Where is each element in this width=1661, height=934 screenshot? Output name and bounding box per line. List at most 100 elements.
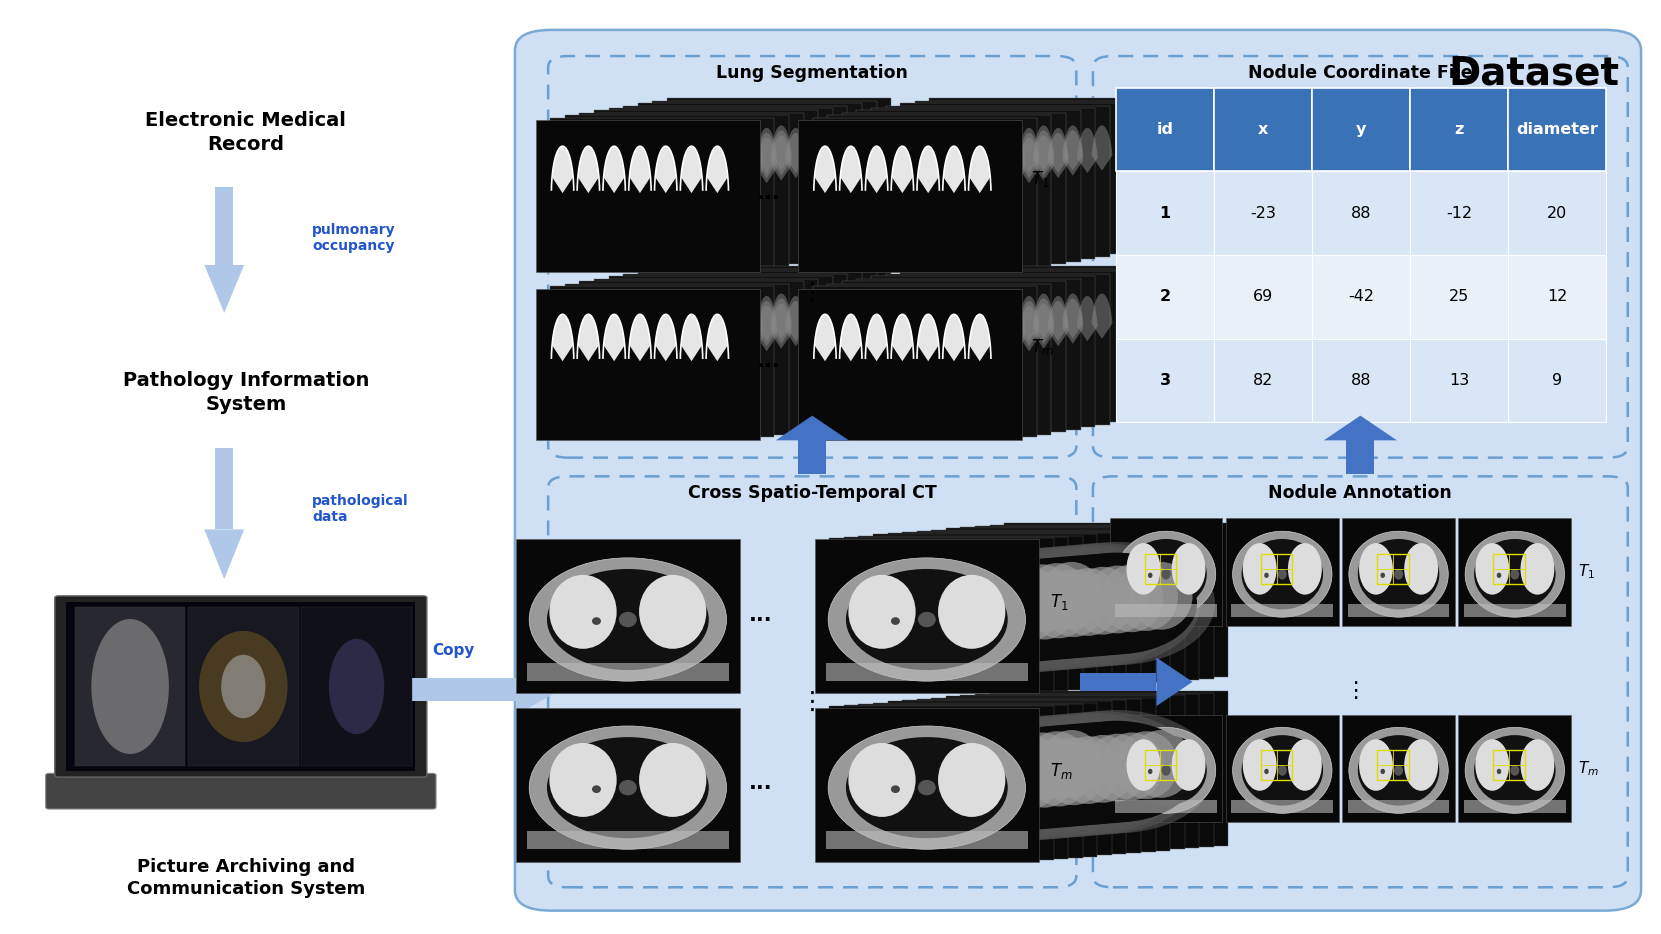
Ellipse shape bbox=[945, 716, 1143, 840]
Polygon shape bbox=[596, 308, 616, 354]
Text: $T_1$: $T_1$ bbox=[1050, 592, 1068, 613]
Polygon shape bbox=[713, 125, 734, 171]
Polygon shape bbox=[683, 308, 704, 354]
Ellipse shape bbox=[1359, 543, 1394, 595]
Bar bbox=[608, 276, 832, 428]
Ellipse shape bbox=[919, 562, 1080, 664]
Polygon shape bbox=[654, 135, 674, 180]
Bar bbox=[188, 607, 299, 766]
Polygon shape bbox=[669, 301, 689, 347]
Bar bbox=[1214, 88, 1312, 172]
Polygon shape bbox=[1048, 296, 1068, 341]
Polygon shape bbox=[902, 137, 924, 183]
Polygon shape bbox=[932, 137, 952, 183]
Ellipse shape bbox=[1056, 736, 1120, 804]
Polygon shape bbox=[1003, 293, 1025, 339]
Ellipse shape bbox=[1357, 735, 1440, 806]
Polygon shape bbox=[1048, 133, 1068, 178]
Bar bbox=[1116, 171, 1214, 255]
Text: ...: ... bbox=[749, 772, 772, 793]
Bar bbox=[1110, 715, 1222, 822]
Bar bbox=[874, 534, 1098, 688]
Ellipse shape bbox=[1129, 562, 1193, 630]
Text: 3: 3 bbox=[1159, 373, 1171, 388]
Polygon shape bbox=[771, 125, 792, 171]
Ellipse shape bbox=[1277, 569, 1287, 580]
Polygon shape bbox=[1018, 137, 1040, 183]
Bar bbox=[515, 708, 741, 861]
Text: 12: 12 bbox=[1546, 290, 1568, 304]
Ellipse shape bbox=[1357, 539, 1440, 610]
Ellipse shape bbox=[1013, 572, 1076, 640]
Bar bbox=[1214, 171, 1312, 255]
Bar bbox=[216, 448, 233, 530]
Bar bbox=[1226, 518, 1339, 626]
Ellipse shape bbox=[1124, 735, 1208, 806]
Ellipse shape bbox=[894, 743, 957, 810]
Ellipse shape bbox=[983, 743, 1046, 810]
Bar bbox=[915, 101, 1139, 252]
Bar bbox=[902, 532, 1126, 686]
Polygon shape bbox=[683, 298, 704, 344]
Ellipse shape bbox=[955, 744, 1018, 813]
Polygon shape bbox=[204, 530, 244, 579]
Polygon shape bbox=[741, 293, 762, 339]
Polygon shape bbox=[990, 301, 1010, 347]
Ellipse shape bbox=[1349, 531, 1448, 617]
Polygon shape bbox=[713, 308, 734, 354]
Polygon shape bbox=[756, 128, 777, 173]
Ellipse shape bbox=[887, 553, 1083, 676]
Ellipse shape bbox=[983, 574, 1046, 642]
Polygon shape bbox=[990, 311, 1010, 356]
Polygon shape bbox=[917, 130, 937, 176]
Bar bbox=[928, 266, 1153, 417]
Polygon shape bbox=[610, 311, 631, 356]
Polygon shape bbox=[654, 308, 674, 354]
Polygon shape bbox=[844, 311, 865, 356]
Text: $T_m$: $T_m$ bbox=[1050, 761, 1073, 782]
Ellipse shape bbox=[988, 713, 1186, 836]
Bar bbox=[595, 278, 819, 430]
Polygon shape bbox=[517, 663, 561, 715]
Polygon shape bbox=[786, 128, 806, 173]
Polygon shape bbox=[1018, 133, 1040, 178]
Polygon shape bbox=[1033, 293, 1055, 339]
Bar bbox=[75, 607, 186, 766]
Bar bbox=[887, 533, 1111, 687]
Ellipse shape bbox=[909, 741, 972, 809]
Text: 88: 88 bbox=[1350, 373, 1372, 388]
Ellipse shape bbox=[977, 726, 1139, 828]
Polygon shape bbox=[859, 308, 879, 354]
Ellipse shape bbox=[829, 726, 1025, 849]
Bar bbox=[870, 276, 1095, 428]
Ellipse shape bbox=[1115, 731, 1178, 800]
Text: Lung Segmentation: Lung Segmentation bbox=[716, 64, 909, 82]
Text: Dataset: Dataset bbox=[1448, 54, 1619, 92]
Polygon shape bbox=[669, 133, 689, 178]
Ellipse shape bbox=[1264, 573, 1269, 578]
Polygon shape bbox=[917, 308, 937, 354]
Polygon shape bbox=[654, 298, 674, 344]
Polygon shape bbox=[566, 145, 588, 191]
Text: Pathology Information
System: Pathology Information System bbox=[123, 371, 369, 414]
Text: pulmonary
occupancy: pulmonary occupancy bbox=[312, 223, 395, 253]
Polygon shape bbox=[917, 304, 937, 348]
Ellipse shape bbox=[967, 736, 1030, 804]
Ellipse shape bbox=[982, 735, 1045, 802]
Polygon shape bbox=[917, 298, 937, 344]
Bar bbox=[1231, 800, 1334, 814]
Bar bbox=[887, 701, 1111, 856]
Text: 13: 13 bbox=[1448, 373, 1470, 388]
Text: Electronic Medical
Record: Electronic Medical Record bbox=[146, 111, 345, 154]
Polygon shape bbox=[801, 298, 821, 344]
Polygon shape bbox=[960, 133, 982, 178]
Polygon shape bbox=[943, 147, 965, 193]
Polygon shape bbox=[683, 313, 704, 359]
Ellipse shape bbox=[1171, 543, 1206, 595]
Bar bbox=[900, 103, 1124, 254]
Bar bbox=[1377, 554, 1409, 584]
Polygon shape bbox=[204, 265, 244, 313]
Polygon shape bbox=[669, 311, 689, 356]
Bar bbox=[1508, 255, 1606, 338]
FancyBboxPatch shape bbox=[515, 30, 1641, 911]
